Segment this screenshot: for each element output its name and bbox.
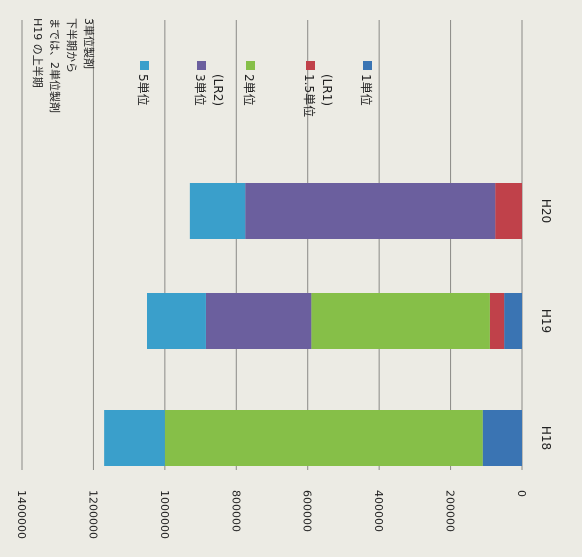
bar-segment — [164, 410, 483, 466]
bar-segment — [504, 293, 522, 349]
legend-swatch — [140, 61, 149, 70]
legend-swatch — [197, 61, 206, 70]
legend-label: 1単位 — [359, 74, 374, 106]
category-label: H18 — [539, 426, 553, 450]
y-tick-label: 1000000 — [158, 490, 171, 539]
bar-segment — [146, 293, 206, 349]
legend-label: 1.5単位 — [302, 74, 317, 117]
annotation: H19 の上半期 までは、2単位製剤 下半期から 3単位製剤 — [31, 18, 96, 113]
bar-segment — [245, 183, 496, 239]
bar-segment — [495, 183, 522, 239]
bar-segment — [189, 183, 246, 239]
axis-tick-labels: 0 200000 400000 600000 800000 1000000 1200000 1… — [15, 490, 528, 539]
category-label: H20 — [539, 199, 553, 223]
annotation-line: 3単位製剤 — [82, 18, 96, 69]
bars — [104, 183, 522, 466]
annotation-line: H19 の上半期 — [31, 18, 45, 88]
y-tick-label: 1200000 — [86, 490, 99, 539]
bar-segment — [489, 293, 505, 349]
y-tick-label: 1400000 — [15, 490, 28, 539]
legend-label: (LR1) — [320, 74, 334, 106]
category-labels: H18 H19 H20 — [539, 199, 553, 450]
y-tick-label: 400000 — [372, 490, 385, 532]
gridlines — [21, 20, 523, 470]
bar-segment — [482, 410, 522, 466]
y-tick-label: 600000 — [301, 490, 314, 532]
legend-label: 2単位 — [242, 74, 257, 106]
y-tick-label: 800000 — [229, 490, 242, 532]
legend-swatch — [363, 61, 372, 70]
category-label: H19 — [539, 309, 553, 333]
bar-segment — [205, 293, 312, 349]
legend-label: (LR2) — [211, 74, 225, 106]
legend: 5単位 3単位 (LR2) 2単位 1.5単位 (LR1) 1単位 — [136, 61, 374, 117]
legend-swatch — [246, 61, 255, 70]
y-tick-label: 200000 — [444, 490, 457, 532]
bar-segment — [311, 293, 490, 349]
annotation-line: までは、2単位製剤 — [48, 18, 62, 113]
legend-label: 3単位 — [193, 74, 208, 106]
bar-segment — [104, 410, 165, 466]
legend-label: 5単位 — [136, 74, 151, 106]
y-tick-label: 0 — [515, 490, 528, 497]
legend-swatch — [306, 61, 315, 70]
annotation-line: 下半期から — [65, 18, 79, 73]
